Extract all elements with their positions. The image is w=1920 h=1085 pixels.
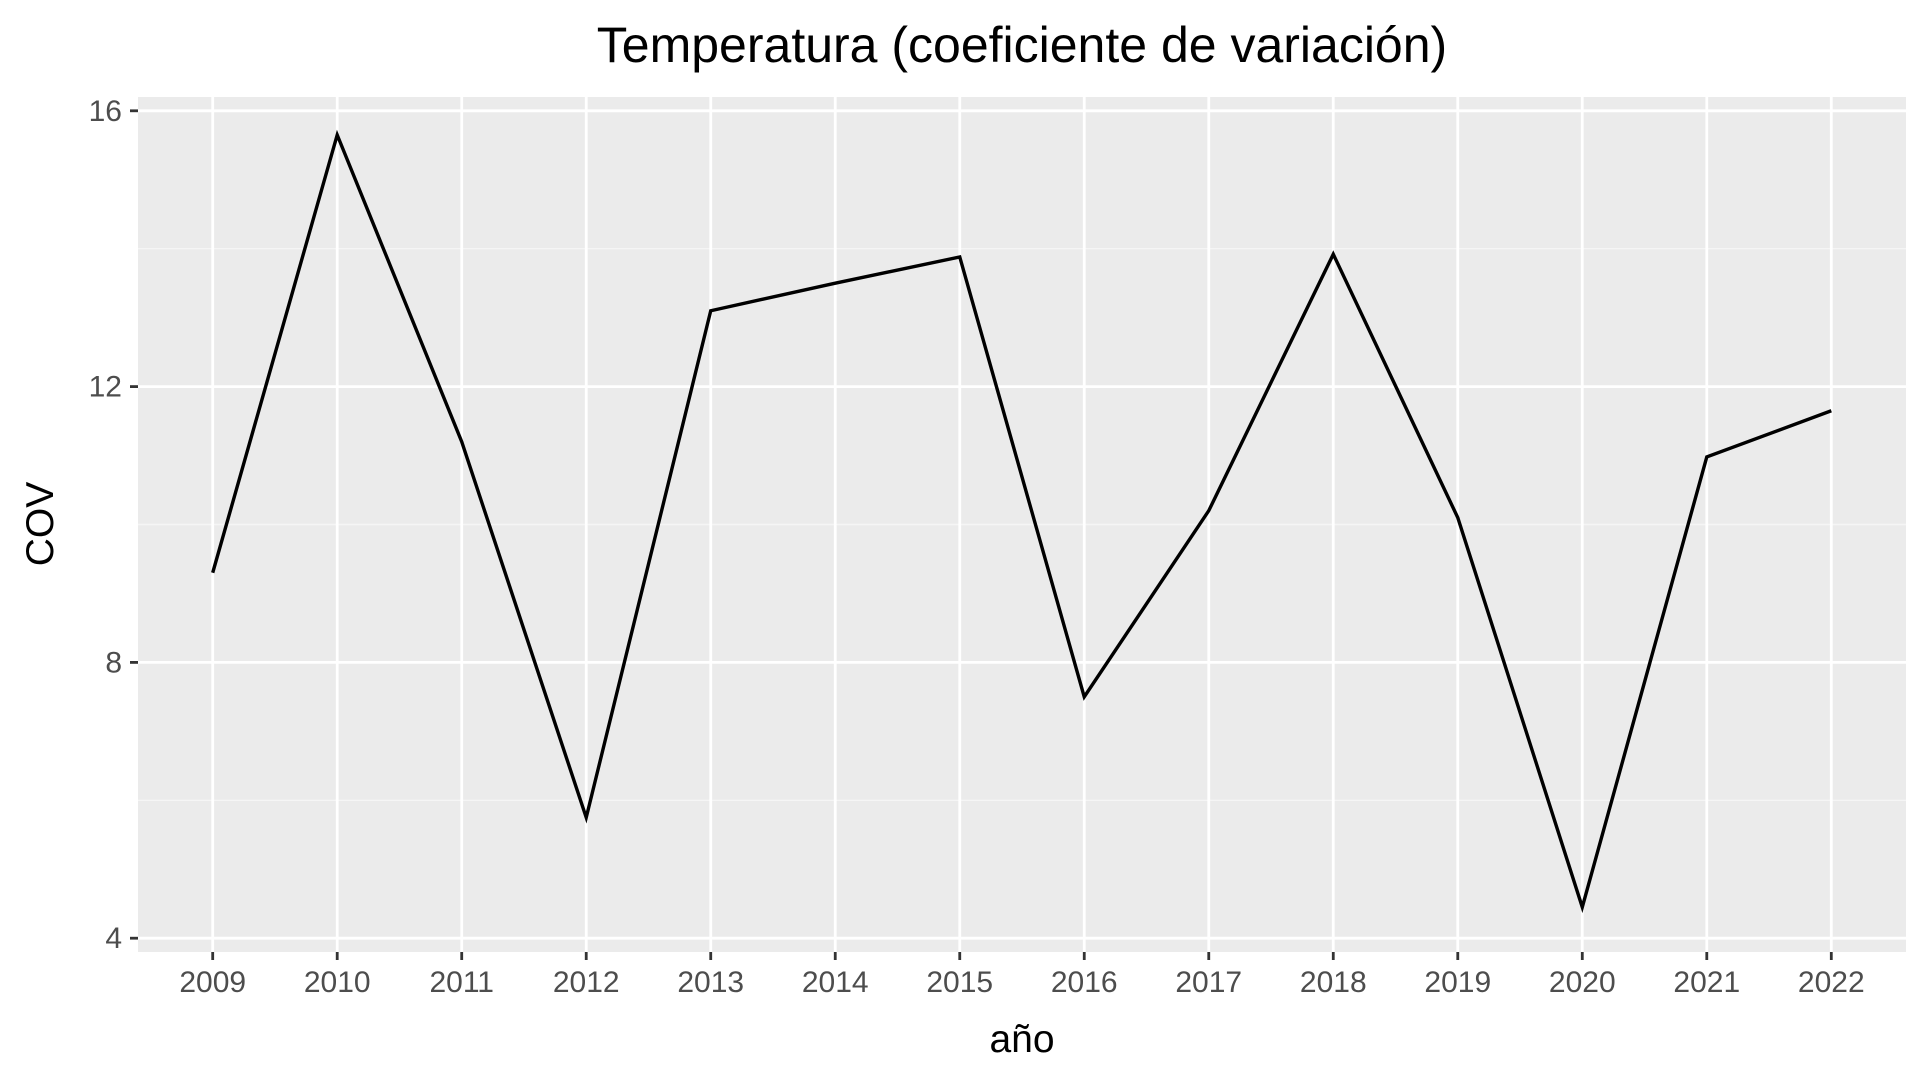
data-point <box>1705 455 1709 459</box>
data-point <box>1207 509 1211 513</box>
y-tick-label: 12 <box>89 371 122 404</box>
data-point <box>1829 409 1833 413</box>
x-tick-label: 2017 <box>1175 966 1242 999</box>
data-point <box>211 571 215 575</box>
data-point <box>1082 695 1086 699</box>
series-line <box>211 129 1832 914</box>
series-layer <box>211 129 1833 914</box>
data-point <box>460 440 464 444</box>
x-tick-label: 2013 <box>677 966 744 999</box>
y-axis-title: COV <box>19 482 62 567</box>
x-tick-label: 2019 <box>1424 966 1491 999</box>
x-tick-label: 2011 <box>429 966 494 999</box>
data-point <box>958 255 962 259</box>
major-grid <box>138 97 1906 952</box>
data-point <box>1456 516 1460 520</box>
data-point <box>709 309 713 313</box>
x-axis: 2009 2010 2011 2012 2013 2014 2015 2016 2017 2018… <box>179 952 1865 999</box>
x-tick-label: 2012 <box>553 966 620 999</box>
x-tick-label: 2009 <box>179 966 246 999</box>
y-tick-label: 4 <box>105 922 122 955</box>
chart-title: Temperatura (coeficiente de variación) <box>597 17 1447 73</box>
x-tick-label: 2016 <box>1051 966 1118 999</box>
y-tick-label: 16 <box>89 95 122 128</box>
x-tick-label: 2018 <box>1300 966 1367 999</box>
data-point <box>335 133 339 137</box>
data-point <box>1580 905 1584 909</box>
y-tick-label: 8 <box>105 646 122 679</box>
x-tick-label: 2014 <box>802 966 869 999</box>
x-tick-label: 2022 <box>1798 966 1865 999</box>
x-tick-label: 2015 <box>926 966 993 999</box>
x-tick-label: 2010 <box>304 966 371 999</box>
y-axis: 4 8 12 16 <box>89 95 138 955</box>
data-point <box>584 816 588 820</box>
x-axis-title: año <box>989 1018 1054 1061</box>
x-tick-label: 2020 <box>1549 966 1616 999</box>
x-tick-label: 2021 <box>1673 966 1740 999</box>
data-point <box>1331 252 1335 256</box>
data-point <box>833 281 837 285</box>
